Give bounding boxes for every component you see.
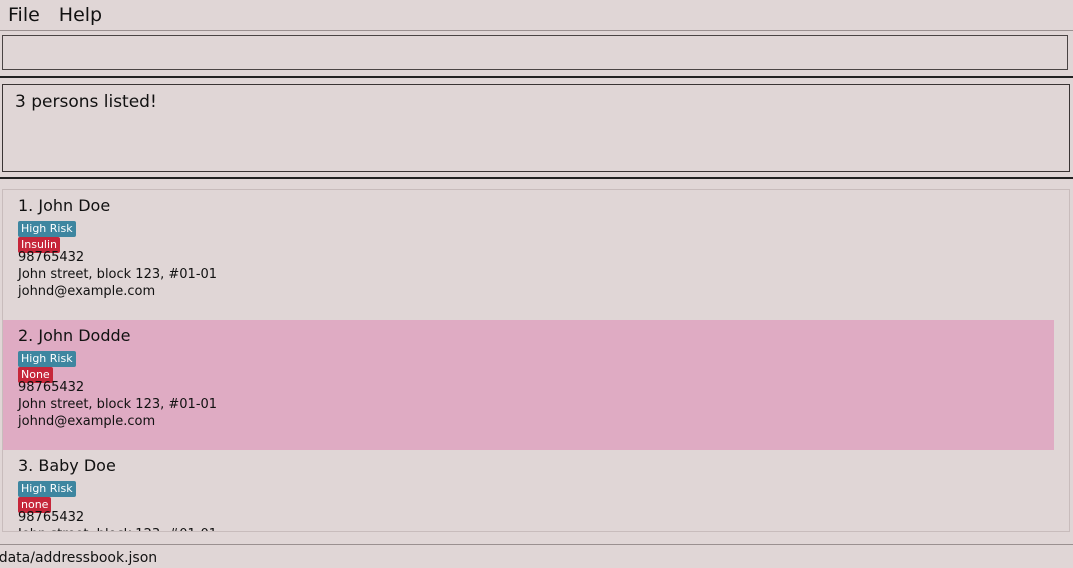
person-name: 2. John Dodde [18, 326, 131, 345]
risk-tag: High Risk [18, 481, 76, 497]
person-phone: 98765432 [18, 250, 85, 265]
risk-tag: High Risk [18, 351, 76, 367]
medication-tag: none [18, 497, 52, 513]
person-name: 1. John Doe [18, 196, 111, 215]
save-location: /data/addressbook.json [0, 550, 158, 566]
divider [0, 177, 1073, 179]
medication-tag: None [18, 367, 53, 383]
person-address: John street, block 123, #01-01 [18, 526, 1039, 531]
person-name: 3. Baby Doe [18, 456, 116, 475]
medication-tag: Insulin [18, 237, 61, 253]
person-card[interactable]: 3. Baby Doe High Risk none 98765432 John… [3, 450, 1054, 531]
person-address: John street, block 123, #01-01 [18, 397, 218, 412]
menu-help[interactable]: Help [58, 4, 103, 26]
divider [0, 76, 1073, 78]
person-card-selected[interactable]: 2. John Dodde High Risk None 98765432 Jo… [3, 320, 1054, 450]
risk-tag: High Risk [18, 221, 76, 237]
result-message: 3 persons listed! [15, 92, 157, 112]
person-email: johnd@example.com [18, 414, 156, 429]
person-email: johnd@example.com [18, 284, 156, 299]
person-address: John street, block 123, #01-01 [18, 267, 218, 282]
command-box [2, 35, 1068, 70]
command-input[interactable] [3, 36, 1067, 69]
status-bar: /data/addressbook.json [0, 544, 1073, 568]
person-phone: 98765432 [18, 380, 85, 395]
menu-bar: File Help [0, 0, 1073, 31]
person-card[interactable]: 1. John Doe High Risk Insulin 98765432 J… [3, 190, 1054, 320]
person-list[interactable]: 1. John Doe High Risk Insulin 98765432 J… [2, 189, 1070, 532]
result-display: 3 persons listed! [2, 84, 1070, 172]
person-phone: 98765432 [18, 510, 85, 525]
menu-file[interactable]: File [8, 4, 40, 26]
